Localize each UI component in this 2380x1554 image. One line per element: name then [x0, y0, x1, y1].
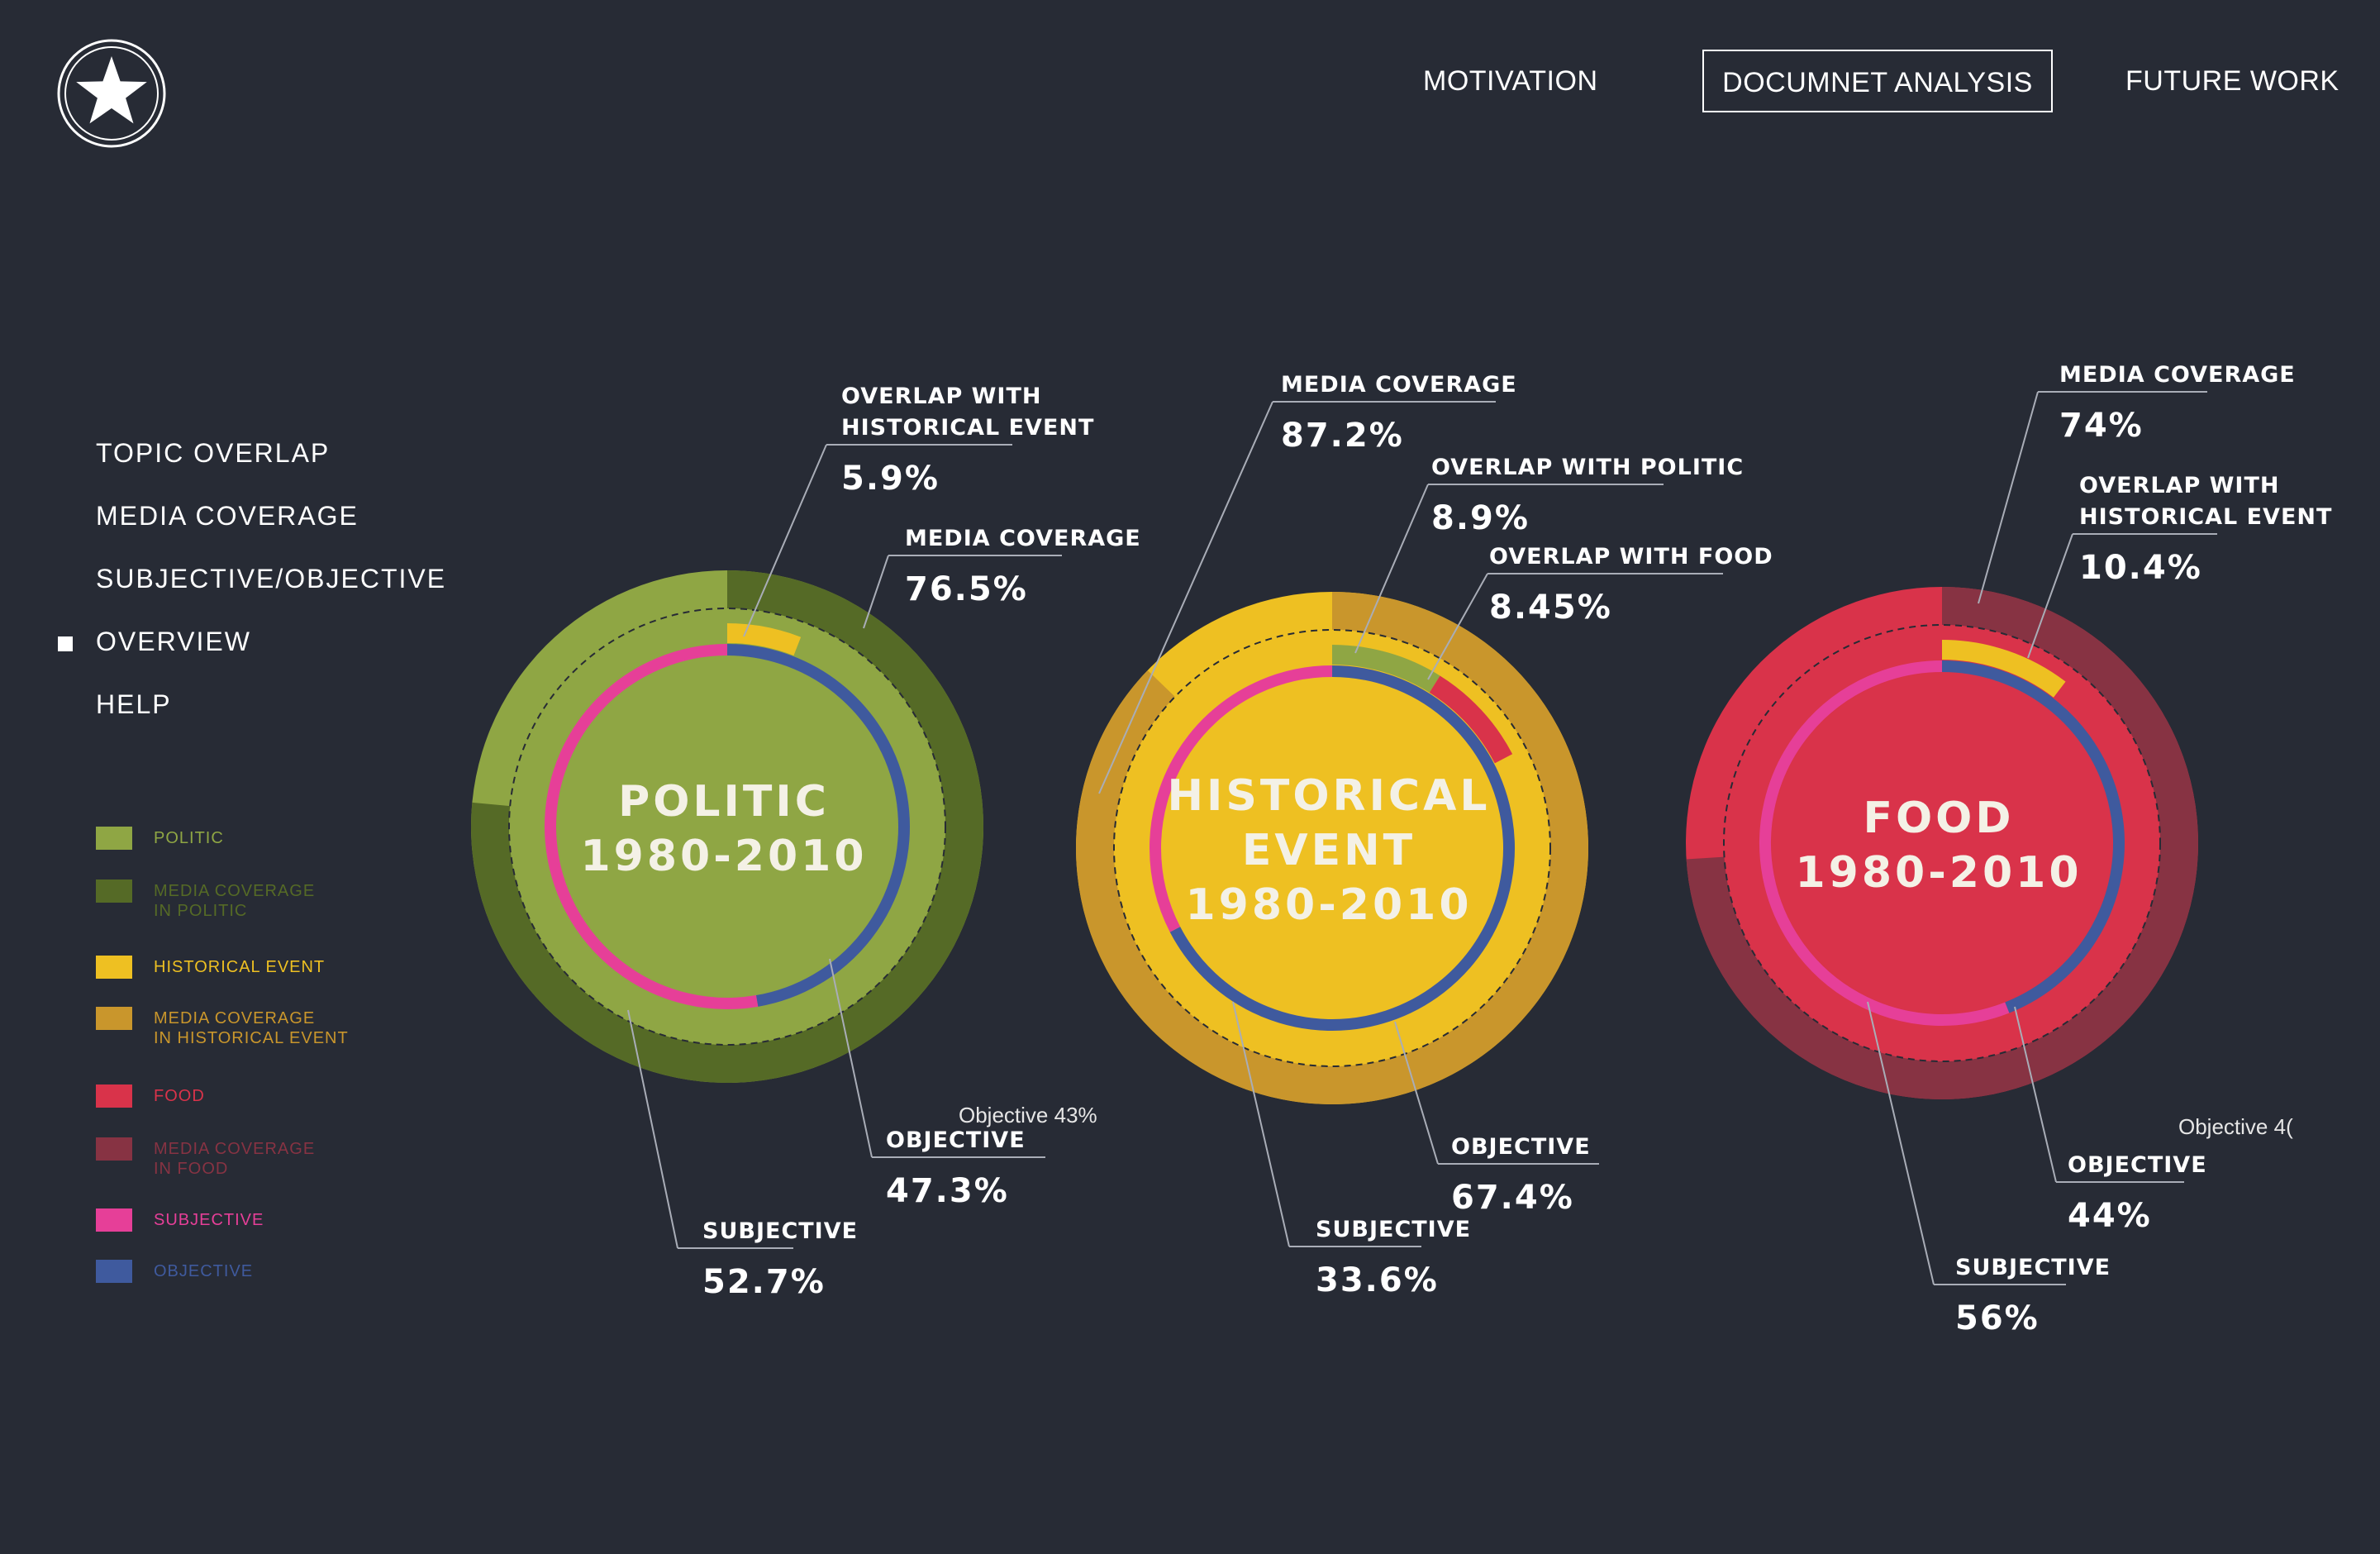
- overlap-value: 5.9%: [841, 460, 940, 498]
- objective-label: OBJECTIVE: [886, 1127, 1026, 1153]
- nav-motivation[interactable]: MOTIVATION: [1423, 65, 1598, 97]
- chart-title: EVENT: [1242, 826, 1416, 875]
- leader-line: [1098, 401, 1273, 794]
- leader-line: [2027, 533, 2073, 659]
- leader-line: [1978, 391, 2039, 604]
- legend-swatch: [96, 1084, 132, 1108]
- menu-item-topic-overlap[interactable]: TOPIC OVERLAP: [96, 438, 331, 468]
- menu-item-media-coverage[interactable]: MEDIA COVERAGE: [96, 501, 359, 531]
- subjective-arc[interactable]: [1150, 665, 1332, 932]
- legend-label: HISTORICAL EVENT: [154, 958, 326, 976]
- chart-title: 1980-2010: [580, 832, 867, 881]
- overlap-arc[interactable]: [1429, 675, 1513, 764]
- overlap-arc[interactable]: [1942, 640, 2066, 698]
- subjective-value: 52.7%: [702, 1263, 826, 1301]
- menu-item-subjective-objective[interactable]: SUBJECTIVE/OBJECTIVE: [96, 564, 447, 593]
- overlap-label: OVERLAP WITH FOOD: [1489, 544, 1773, 570]
- leader-line: [1427, 573, 1488, 680]
- legend-label: MEDIA COVERAGE IN HISTORICAL EVENT: [154, 1009, 349, 1047]
- legend-swatch: [96, 1208, 132, 1232]
- legend-label: POLITIC: [154, 829, 224, 847]
- leader-line: [829, 958, 873, 1158]
- leader-line: [743, 444, 827, 637]
- leader-line: [627, 1009, 678, 1249]
- objective-arc[interactable]: [1169, 665, 1515, 1031]
- legend-swatch: [96, 1137, 132, 1161]
- donut-center: [557, 656, 897, 997]
- legend-swatch: [96, 827, 132, 850]
- legend-swatch: [96, 1260, 132, 1283]
- overlap-label: OVERLAP WITH: [2079, 473, 2280, 498]
- donut-chart[interactable]: POLITIC 1980-2010 MEDIA COVERAGE 76.5% OVERL…: [471, 384, 1141, 1301]
- overlap-label: OVERLAP WITH POLITIC: [1431, 455, 1744, 480]
- donut-center: [1162, 678, 1502, 1018]
- donut-center: [1772, 673, 2112, 1013]
- objective-arc[interactable]: [727, 644, 911, 1007]
- menu-item-help[interactable]: HELP: [96, 689, 172, 719]
- hover-note: Objective 43%: [959, 1103, 1097, 1127]
- chart-title: 1980-2010: [1795, 848, 2082, 898]
- leader-line: [863, 555, 889, 629]
- subjective-arc[interactable]: [1759, 660, 2010, 1026]
- overlap-label: HISTORICAL EVENT: [841, 415, 1094, 441]
- active-marker-icon: [58, 636, 73, 651]
- top-nav: MOTIVATION DOCUMNET ANALYSIS FUTURE WORK: [0, 50, 2380, 116]
- leader-line: [2014, 1006, 2057, 1183]
- legend-swatch: [96, 879, 132, 903]
- legend-label: MEDIA COVERAGE IN POLITIC: [154, 882, 316, 920]
- chart-title: HISTORICAL: [1168, 771, 1491, 821]
- media-coverage-label: MEDIA COVERAGE: [1281, 372, 1517, 398]
- media-coverage-value: 87.2%: [1281, 417, 1404, 455]
- overlap-label: HISTORICAL EVENT: [2079, 504, 2332, 530]
- media-coverage-value: 74%: [2059, 407, 2144, 445]
- nav-document-analysis[interactable]: DOCUMNET ANALYSIS: [1702, 50, 2053, 112]
- overlap-arc[interactable]: [1332, 645, 1440, 693]
- objective-value: 47.3%: [886, 1172, 1009, 1210]
- objective-value: 44%: [2068, 1197, 2152, 1235]
- nav-future-work[interactable]: FUTURE WORK: [2125, 65, 2340, 97]
- media-coverage-label: MEDIA COVERAGE: [905, 526, 1141, 551]
- subjective-label: SUBJECTIVE: [702, 1218, 858, 1244]
- overlap-label: OVERLAP WITH: [841, 384, 1042, 409]
- objective-label: OBJECTIVE: [1451, 1134, 1591, 1160]
- overlap-value: 8.45%: [1489, 589, 1612, 627]
- leader-line: [1394, 1021, 1439, 1165]
- objective-arc[interactable]: [1942, 660, 2125, 1013]
- overlap-value: 8.9%: [1431, 499, 1530, 537]
- leader-line: [1232, 1001, 1290, 1247]
- dashed-guide: [508, 608, 946, 1046]
- donut-chart[interactable]: HISTORICAL EVENT 1980-2010 MEDIA COVERAGE 87…: [1076, 372, 1773, 1299]
- star-logo-icon[interactable]: [56, 38, 167, 149]
- legend-label: SUBJECTIVE: [154, 1211, 264, 1229]
- legend-swatch: [96, 956, 132, 979]
- subjective-value: 56%: [1955, 1299, 2040, 1337]
- legend-label: OBJECTIVE: [154, 1262, 254, 1280]
- overlap-value: 10.4%: [2079, 549, 2202, 587]
- legend-label: FOOD: [154, 1087, 205, 1105]
- donut-chart[interactable]: FOOD 1980-2010 MEDIA COVERAGE 74% OVERLAP WI…: [1686, 362, 2332, 1337]
- objective-value: 67.4%: [1451, 1179, 1574, 1217]
- leader-line: [1354, 484, 1429, 654]
- subjective-value: 33.6%: [1316, 1261, 1439, 1299]
- legend-label: MEDIA COVERAGE IN FOOD: [154, 1140, 316, 1178]
- dashed-guide: [1113, 629, 1551, 1067]
- subjective-label: SUBJECTIVE: [1316, 1217, 1471, 1242]
- hover-note: Objective 4(: [2178, 1114, 2293, 1139]
- subjective-arc[interactable]: [545, 644, 759, 1009]
- chart-title: FOOD: [1863, 794, 2014, 843]
- menu-item-overview[interactable]: OVERVIEW: [96, 627, 251, 656]
- subjective-label: SUBJECTIVE: [1955, 1255, 2111, 1280]
- legend-swatch: [96, 1007, 132, 1030]
- chart-title: POLITIC: [618, 777, 830, 827]
- chart-title: 1980-2010: [1185, 880, 1472, 930]
- leader-line: [1867, 1001, 1935, 1285]
- objective-label: OBJECTIVE: [2068, 1152, 2207, 1178]
- media-coverage-label: MEDIA COVERAGE: [2059, 362, 2296, 388]
- media-coverage-value: 76.5%: [905, 570, 1028, 608]
- dashed-guide: [1723, 624, 2161, 1062]
